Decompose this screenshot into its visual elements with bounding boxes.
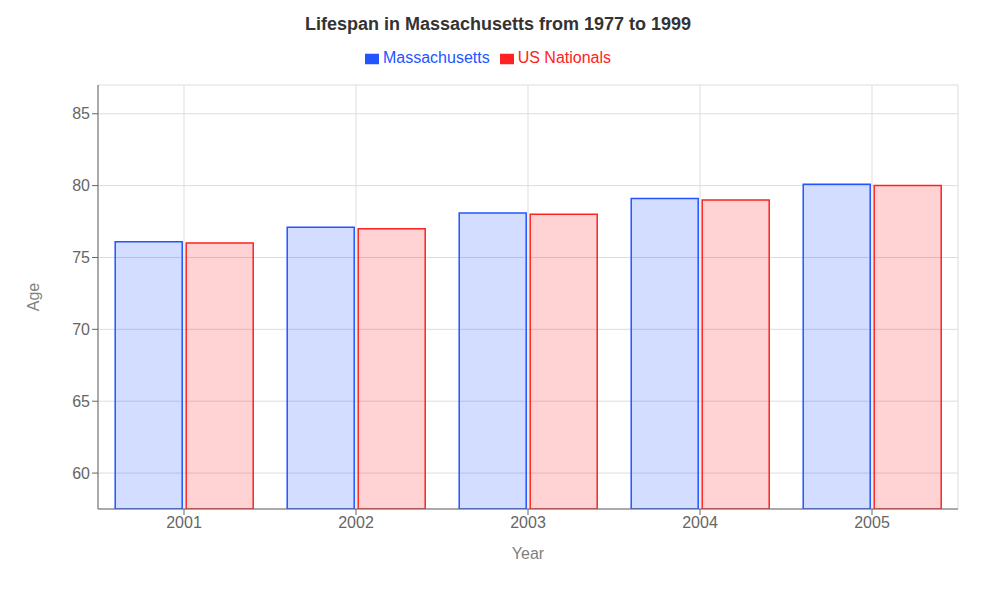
svg-text:65: 65 [72, 393, 90, 410]
html-text:Massachusetts: Massachusetts [383, 49, 490, 66]
svg-text:2003: 2003 [510, 514, 546, 531]
svg-text:2004: 2004 [682, 514, 718, 531]
svg-text:2002: 2002 [338, 514, 374, 531]
svg-text:75: 75 [72, 249, 90, 266]
svg-text:85: 85 [72, 105, 90, 122]
svg-text:2005: 2005 [854, 514, 890, 531]
html-text:US Nationals: US Nationals [517, 49, 611, 66]
svg-text:Age: Age [25, 283, 42, 312]
svg-text:60: 60 [72, 465, 90, 482]
svg-text:80: 80 [72, 177, 90, 194]
svg-text:70: 70 [72, 321, 90, 338]
html-text:Lifespan in Massachusetts from: Lifespan in Massachusetts from 1977 to 1… [304, 14, 692, 34]
svg-text:Year: Year [512, 545, 545, 562]
svg-text:2001: 2001 [166, 514, 202, 531]
